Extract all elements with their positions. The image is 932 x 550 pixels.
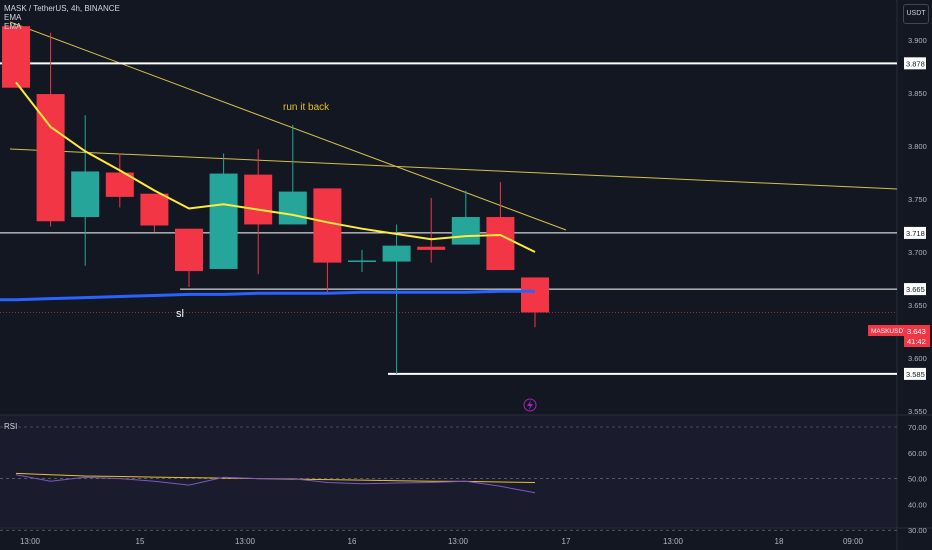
candle — [36, 32, 65, 227]
symbol-badge: MASKUSDT — [871, 328, 907, 335]
candles — [2, 26, 549, 374]
candle — [521, 277, 549, 328]
candle — [382, 224, 411, 374]
candle-body — [313, 188, 342, 263]
candle — [486, 182, 515, 271]
rsi-pane — [0, 415, 897, 528]
time-axis[interactable]: 13:00 15 13:00 16 13:00 17 13:00 18 09:00 — [20, 537, 864, 546]
candle-body — [451, 217, 480, 245]
trendline-resistance[interactable] — [9, 148, 898, 190]
time-tick-label: 13:00 — [20, 537, 41, 546]
candle-body — [348, 260, 376, 262]
time-tick-label: 18 — [775, 537, 784, 546]
candle — [278, 124, 307, 225]
time-tick-label: 13:00 — [663, 537, 684, 546]
candle-body — [486, 217, 515, 271]
annotation-run-it-back[interactable]: run it back — [283, 102, 330, 113]
time-tick-label: 13:00 — [235, 537, 256, 546]
rsi-label[interactable]: RSI — [4, 422, 17, 431]
annotation-sl[interactable]: sl — [176, 308, 184, 320]
chart-legend: MASK / TetherUS, 4h, BINANCE EMA EMA — [4, 4, 120, 31]
ema-slow-line — [0, 289, 535, 302]
candle-body — [140, 193, 169, 226]
currency-button[interactable]: USDT — [903, 4, 929, 24]
price-tick-label: 3.750 — [908, 195, 927, 204]
candle — [348, 249, 376, 273]
candle-body — [417, 246, 446, 250]
candle-body — [2, 26, 30, 88]
candle — [2, 26, 30, 88]
price-tick-label: 3.850 — [908, 89, 927, 98]
candle — [71, 115, 100, 266]
candle — [209, 153, 238, 269]
rsi-line — [15, 474, 536, 494]
trendline-descending[interactable] — [9, 21, 567, 231]
rsi-tick-label: 40.00 — [908, 500, 927, 509]
time-tick-label: 13:00 — [448, 537, 469, 546]
level-label: 3.718 — [906, 229, 925, 238]
candle-body — [278, 191, 307, 225]
countdown-value: 41:42 — [907, 337, 926, 346]
rsi-tick-label: 60.00 — [908, 449, 927, 458]
price-level-labels: 3.878 3.718 3.665 3.585 — [904, 57, 926, 380]
candle-body — [71, 171, 100, 218]
price-tick-label: 3.800 — [908, 142, 927, 151]
price-axis[interactable]: 3.550 3.600 3.650 3.700 3.750 3.800 3.850 3.900… — [908, 0, 927, 416]
candle — [140, 193, 169, 232]
time-tick-label: 17 — [562, 537, 571, 546]
candle — [105, 153, 134, 208]
candle-body — [244, 174, 273, 225]
price-tick-label: 3.700 — [908, 248, 927, 257]
candle-body — [175, 228, 203, 272]
rsi-tick-label: 70.00 — [908, 423, 927, 432]
level-label-box — [904, 367, 926, 380]
candle-body — [521, 277, 549, 313]
ema-fast-line — [15, 81, 536, 253]
symbol-title[interactable]: MASK / TetherUS, 4h, BINANCE — [4, 4, 120, 13]
indicator-ema-2[interactable]: EMA — [4, 22, 22, 31]
lightning-icon[interactable] — [523, 398, 537, 412]
level-label-box — [904, 283, 926, 296]
price-tick-label: 3.600 — [908, 354, 927, 363]
time-tick-label: 15 — [136, 537, 145, 546]
horizontal-levels[interactable] — [0, 62, 897, 375]
candle — [313, 188, 342, 293]
candle — [244, 149, 273, 275]
time-tick-label: 16 — [348, 537, 357, 546]
time-tick-label: 09:00 — [843, 537, 864, 546]
candle — [175, 228, 203, 287]
level-label: 3.878 — [906, 59, 925, 68]
indicator-ema-1[interactable]: EMA — [4, 13, 22, 22]
price-tick-label: 3.900 — [908, 36, 927, 45]
price-tick-label: 3.550 — [908, 407, 927, 416]
level-label: 3.665 — [906, 285, 925, 294]
candle — [417, 197, 446, 263]
candle-body — [382, 245, 411, 262]
rsi-tick-label: 50.00 — [908, 475, 927, 484]
last-price-badge: MASKUSDT 3.643 41:42 — [868, 325, 930, 347]
rsi-tick-label: 30.00 — [908, 526, 927, 535]
rsi-axis[interactable]: 30.00 40.00 50.00 60.00 70.00 — [908, 423, 927, 535]
candle-body — [209, 173, 238, 269]
price-tick-label: 3.650 — [908, 301, 927, 310]
level-label-box — [904, 226, 926, 239]
level-label: 3.585 — [906, 370, 925, 379]
level-label-box — [904, 57, 926, 70]
last-price-value: 3.643 — [907, 327, 926, 336]
